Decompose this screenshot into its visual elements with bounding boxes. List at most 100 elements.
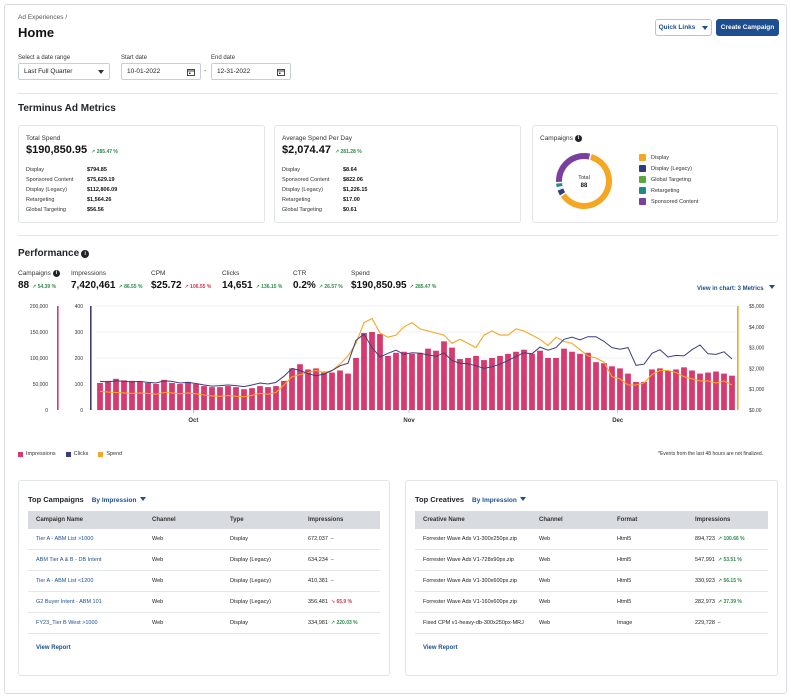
campaign-link[interactable]: Tier A - ABM List <1200 <box>36 578 94 584</box>
impressions-bar[interactable] <box>377 334 383 410</box>
impressions-bar[interactable] <box>249 388 255 410</box>
impressions-bar[interactable] <box>265 387 271 410</box>
impressions-bar[interactable] <box>673 369 679 410</box>
impressions-bar[interactable] <box>337 370 343 410</box>
impressions-bar[interactable] <box>433 350 439 410</box>
impressions-bar[interactable] <box>105 380 111 410</box>
impressions-bar[interactable] <box>577 353 583 410</box>
impressions-bar[interactable] <box>241 389 247 410</box>
calendar-icon[interactable] <box>277 68 285 76</box>
column-header[interactable]: Campaign Name <box>36 517 84 523</box>
impressions-bar[interactable] <box>609 366 615 410</box>
impressions-bar[interactable] <box>233 387 239 410</box>
end-date-input[interactable]: 12-31-2022 <box>211 63 291 80</box>
impressions-bar[interactable] <box>657 368 663 410</box>
column-header[interactable]: Type <box>230 517 244 523</box>
impressions-bar[interactable] <box>449 347 455 410</box>
impressions-bar[interactable] <box>161 379 167 410</box>
impressions-bar[interactable] <box>273 386 279 410</box>
impressions-bar[interactable] <box>529 353 535 410</box>
impressions-bar[interactable] <box>145 382 151 410</box>
impressions-bar[interactable] <box>201 386 207 410</box>
impressions-bar[interactable] <box>305 369 311 410</box>
column-header[interactable]: Creative Name <box>423 517 465 523</box>
impressions-bar[interactable] <box>329 372 335 410</box>
campaign-link[interactable]: ABM Tier A & B - DB Intent <box>36 557 102 563</box>
impressions-bar[interactable] <box>537 350 543 410</box>
view-report-link[interactable]: View Report <box>423 645 458 651</box>
impressions-bar[interactable] <box>153 384 159 410</box>
impressions-bar[interactable] <box>177 384 183 410</box>
impressions-bar[interactable] <box>417 352 423 410</box>
impressions-bar[interactable] <box>465 358 471 410</box>
column-header[interactable]: Channel <box>539 517 563 523</box>
impressions-bar[interactable] <box>169 382 175 410</box>
impressions-bar[interactable] <box>225 386 231 410</box>
campaign-link[interactable]: G2 Buyer Intent - ABM 101 <box>36 599 102 605</box>
impressions-bar[interactable] <box>585 352 591 410</box>
impressions-bar[interactable] <box>729 375 735 410</box>
impressions-bar[interactable] <box>569 351 575 410</box>
info-icon[interactable]: i <box>81 250 90 258</box>
impressions-bar[interactable] <box>697 373 703 410</box>
impressions-bar[interactable] <box>649 369 655 410</box>
impressions-bar[interactable] <box>705 372 711 410</box>
column-header[interactable]: Impressions <box>695 517 731 523</box>
column-header[interactable]: Format <box>617 517 638 523</box>
impressions-bar[interactable] <box>129 380 135 410</box>
impressions-bar[interactable] <box>625 373 631 410</box>
impressions-bar[interactable] <box>369 332 375 410</box>
impressions-bar[interactable] <box>545 358 551 410</box>
impressions-bar[interactable] <box>633 381 639 410</box>
view-in-chart-select[interactable]: View in chart: 3 Metrics <box>697 285 775 292</box>
column-header[interactable]: Channel <box>152 517 176 523</box>
calendar-icon[interactable] <box>187 68 195 76</box>
impressions-bar[interactable] <box>561 348 567 410</box>
impressions-bar[interactable] <box>97 382 103 410</box>
impressions-bar[interactable] <box>689 370 695 410</box>
impressions-bar[interactable] <box>393 352 399 410</box>
impressions-bar[interactable] <box>641 381 647 410</box>
info-icon[interactable]: i <box>52 270 60 277</box>
impressions-bar[interactable] <box>521 349 527 410</box>
impressions-bar[interactable] <box>409 353 415 410</box>
impressions-bar[interactable] <box>345 373 351 410</box>
clicks-line[interactable] <box>99 333 733 388</box>
impressions-bar[interactable] <box>497 355 503 410</box>
impressions-bar[interactable] <box>217 387 223 410</box>
impressions-bar[interactable] <box>137 381 143 410</box>
impressions-bar[interactable] <box>473 355 479 410</box>
campaign-link[interactable]: FY23_Tier B West >1000 <box>36 620 98 626</box>
impressions-bar[interactable] <box>121 380 127 410</box>
impressions-bar[interactable] <box>457 359 463 410</box>
view-report-link[interactable]: View Report <box>36 645 71 651</box>
info-icon[interactable]: i <box>574 135 582 142</box>
impressions-bar[interactable] <box>601 363 607 410</box>
impressions-bar[interactable] <box>257 386 263 410</box>
spend-line[interactable] <box>99 317 733 398</box>
impressions-bar[interactable] <box>281 380 287 410</box>
start-date-input[interactable]: 10-01-2022 <box>121 63 201 80</box>
donut-slice[interactable] <box>556 183 563 188</box>
impressions-bar[interactable] <box>385 355 391 410</box>
legend-item[interactable]: Impressions <box>18 451 56 457</box>
legend-item[interactable]: Clicks <box>65 451 88 457</box>
impressions-bar[interactable] <box>185 381 191 410</box>
impressions-bar[interactable] <box>321 371 327 410</box>
impressions-bar[interactable] <box>401 351 407 410</box>
legend-item[interactable]: Spend <box>98 451 122 457</box>
donut-slice[interactable] <box>557 188 566 196</box>
impressions-bar[interactable] <box>193 384 199 410</box>
impressions-bar[interactable] <box>553 358 559 410</box>
impressions-bar[interactable] <box>209 387 215 410</box>
impressions-bar[interactable] <box>441 341 447 410</box>
create-campaign-button[interactable]: Create Campaign <box>716 19 779 36</box>
impressions-bar[interactable] <box>593 362 599 410</box>
impressions-bar[interactable] <box>425 348 431 410</box>
sort-by-select[interactable]: By Impression <box>92 497 146 504</box>
sort-by-select[interactable]: By Impression <box>472 497 526 504</box>
impressions-bar[interactable] <box>289 368 295 410</box>
impressions-bar[interactable] <box>665 370 671 410</box>
column-header[interactable]: Impressions <box>308 517 344 523</box>
breadcrumb[interactable]: Ad Experiences / <box>18 14 68 21</box>
